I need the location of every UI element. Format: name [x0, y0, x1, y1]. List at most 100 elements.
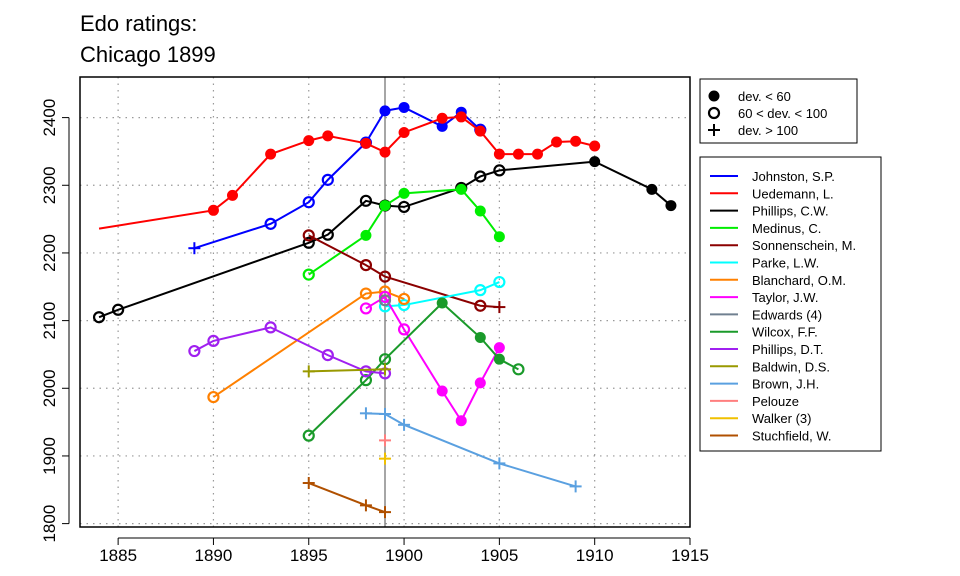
- x-tick-label: 1910: [576, 546, 614, 565]
- y-tick-label: 1800: [40, 505, 59, 543]
- x-tick-label: 1885: [99, 546, 137, 565]
- data-point: [646, 183, 658, 195]
- series-legend-label: Walker (3): [752, 411, 811, 426]
- x-tick-label: 1915: [671, 546, 709, 565]
- deviation-legend-label: dev. < 60: [738, 89, 791, 104]
- data-point: [493, 342, 505, 354]
- series-legend-label: Uedemann, L.: [752, 186, 834, 201]
- data-point: [589, 156, 601, 168]
- data-point: [493, 275, 506, 289]
- data-point: [474, 125, 486, 137]
- plot-frame: [79, 76, 691, 528]
- series-line: [308, 234, 500, 309]
- series-line: [98, 115, 595, 230]
- data-point: [359, 302, 373, 315]
- data-point: [302, 196, 315, 209]
- data-point: [455, 415, 467, 427]
- data-point: [474, 332, 486, 344]
- chart-title-line-1: Edo ratings:: [80, 11, 198, 36]
- data-point: [359, 407, 372, 420]
- series-legend-label: Stuchfield, W.: [752, 429, 831, 444]
- series-layer: [92, 101, 677, 519]
- data-point: [436, 385, 448, 397]
- data-point: [665, 200, 677, 212]
- data-point: [397, 200, 411, 214]
- data-point: [264, 321, 277, 334]
- data-point: [512, 148, 524, 160]
- y-tick-label: 2200: [40, 234, 59, 272]
- data-point: [112, 303, 125, 316]
- legend-marker-open: [707, 106, 721, 120]
- y-tick-label: 1900: [40, 437, 59, 475]
- data-point: [359, 499, 372, 512]
- data-point: [512, 363, 525, 376]
- data-point: [398, 418, 411, 431]
- data-point: [302, 477, 315, 490]
- data-point: [569, 480, 582, 493]
- data-point: [359, 194, 373, 207]
- data-point: [379, 146, 391, 158]
- series-line: [308, 368, 386, 373]
- y-tick-label: 2000: [40, 369, 59, 407]
- data-point: [207, 334, 220, 348]
- data-point: [378, 270, 392, 283]
- series-taylor-j-w-: [359, 290, 505, 427]
- data-point: [302, 268, 315, 281]
- data-point: [302, 429, 315, 442]
- data-point: [551, 136, 563, 148]
- data-point: [379, 200, 391, 212]
- series-medinus-c-: [302, 183, 505, 281]
- data-point: [188, 242, 201, 255]
- series-johnston-s-p-: [188, 101, 487, 255]
- data-point: [455, 111, 467, 123]
- data-point: [188, 344, 201, 358]
- series-legend-label: Medinus, C.: [752, 221, 821, 236]
- data-point: [378, 294, 392, 307]
- data-point: [303, 135, 315, 147]
- data-point: [265, 148, 277, 160]
- data-point: [321, 349, 334, 362]
- series-legend-label: Taylor, J.W.: [752, 290, 818, 305]
- data-point: [379, 452, 391, 465]
- series-legend-label: Parke, L.W.: [752, 256, 819, 271]
- data-point: [359, 287, 373, 300]
- data-point: [493, 164, 506, 177]
- data-point: [360, 229, 372, 241]
- series-line: [308, 482, 386, 514]
- data-point: [532, 148, 543, 160]
- data-point: [321, 173, 334, 186]
- deviation-legend: dev. < 60 60 < dev. < 100 dev. > 100: [699, 78, 858, 144]
- data-point: [397, 298, 411, 312]
- chart-title: Edo ratings: Chicago 1899: [80, 8, 216, 70]
- data-point: [398, 187, 410, 199]
- series-sonnenschein-m-: [302, 229, 506, 314]
- data-point: [397, 323, 411, 336]
- data-point: [474, 299, 487, 312]
- data-point: [359, 259, 373, 272]
- data-point: [359, 374, 373, 387]
- x-tick-label: 1905: [480, 546, 518, 565]
- x-tick-label: 1890: [195, 546, 233, 565]
- data-point: [379, 363, 391, 376]
- series-legend-label: Blanchard, O.M.: [752, 273, 846, 288]
- legend-marker-filled: [708, 90, 720, 102]
- data-point: [397, 292, 411, 306]
- data-point: [398, 101, 410, 113]
- data-point: [493, 353, 505, 365]
- legend-marker-plus: [708, 124, 720, 136]
- chart-title-line-2: Chicago 1899: [80, 42, 216, 67]
- data-point: [570, 135, 582, 147]
- data-point: [207, 390, 220, 404]
- series-wilcox-f-f-: [302, 297, 525, 442]
- data-point: [474, 170, 487, 183]
- data-point: [379, 407, 391, 420]
- series-stuchfield-w-: [302, 477, 391, 519]
- series-uedemann-l-: [98, 111, 601, 230]
- series-line: [212, 290, 405, 398]
- series-line: [194, 106, 481, 250]
- series-baldwin-d-s-: [302, 363, 391, 378]
- data-point: [436, 112, 448, 124]
- x-tick-label: 1895: [290, 546, 328, 565]
- data-point: [92, 311, 106, 324]
